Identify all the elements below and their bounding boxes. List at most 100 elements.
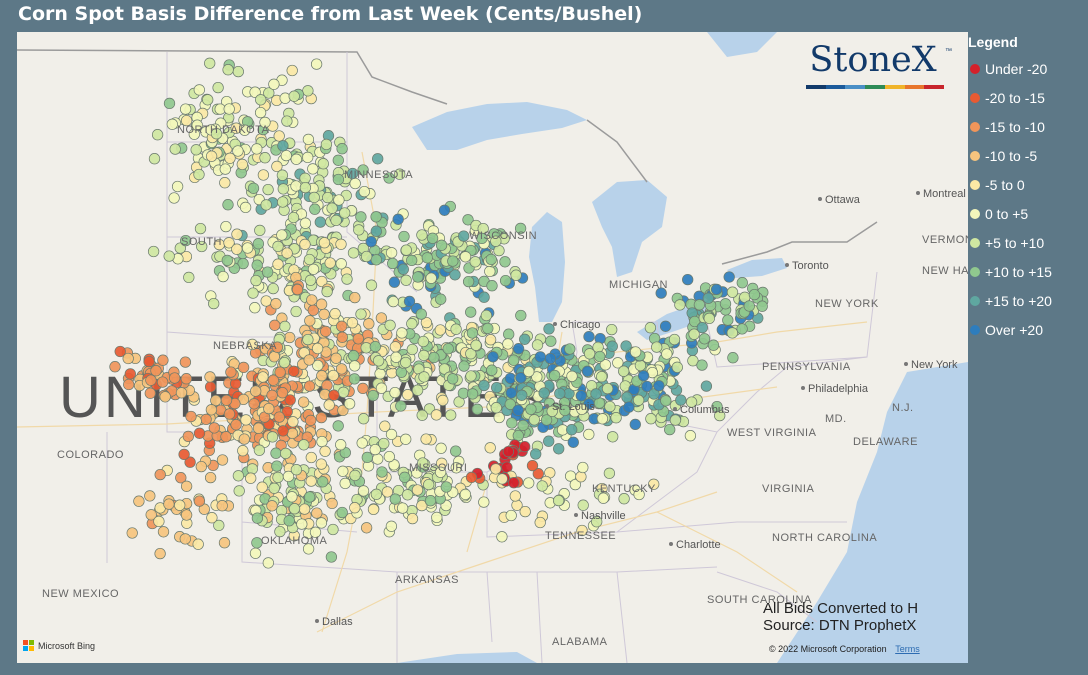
station-marker[interactable] bbox=[270, 447, 282, 459]
station-marker[interactable] bbox=[349, 502, 361, 514]
station-marker[interactable] bbox=[216, 454, 229, 466]
station-marker[interactable] bbox=[531, 371, 543, 383]
station-marker[interactable] bbox=[651, 341, 663, 353]
station-marker[interactable] bbox=[326, 497, 338, 510]
station-marker[interactable] bbox=[267, 374, 279, 386]
station-marker[interactable] bbox=[388, 276, 401, 288]
station-marker[interactable] bbox=[618, 365, 630, 377]
station-marker[interactable] bbox=[660, 395, 672, 407]
station-marker[interactable] bbox=[360, 522, 373, 534]
station-marker[interactable] bbox=[335, 439, 347, 451]
station-marker[interactable] bbox=[270, 298, 282, 310]
station-marker[interactable] bbox=[339, 477, 351, 490]
station-marker[interactable] bbox=[168, 192, 180, 204]
station-marker[interactable] bbox=[370, 254, 382, 266]
station-marker[interactable] bbox=[317, 158, 329, 170]
station-marker[interactable] bbox=[369, 443, 381, 456]
station-marker[interactable] bbox=[311, 507, 323, 519]
station-marker[interactable] bbox=[204, 57, 216, 69]
station-marker[interactable] bbox=[193, 84, 205, 96]
station-marker[interactable] bbox=[329, 308, 341, 320]
station-marker[interactable] bbox=[281, 247, 293, 259]
station-marker[interactable] bbox=[442, 343, 454, 355]
station-marker[interactable] bbox=[486, 280, 498, 292]
station-marker[interactable] bbox=[458, 360, 470, 372]
station-marker[interactable] bbox=[554, 387, 566, 400]
station-marker[interactable] bbox=[315, 517, 328, 529]
station-marker[interactable] bbox=[523, 477, 535, 489]
station-marker[interactable] bbox=[385, 247, 398, 259]
station-marker[interactable] bbox=[193, 427, 206, 439]
station-marker[interactable] bbox=[315, 411, 328, 424]
station-marker[interactable] bbox=[208, 422, 220, 434]
station-marker[interactable] bbox=[361, 451, 373, 464]
station-marker[interactable] bbox=[182, 430, 194, 443]
station-marker[interactable] bbox=[719, 298, 732, 310]
station-marker[interactable] bbox=[465, 306, 477, 318]
station-marker[interactable] bbox=[576, 403, 588, 415]
station-marker[interactable] bbox=[403, 295, 416, 308]
station-marker[interactable] bbox=[543, 323, 555, 335]
station-marker[interactable] bbox=[307, 263, 320, 275]
station-marker[interactable] bbox=[748, 288, 761, 301]
station-marker[interactable] bbox=[440, 481, 452, 493]
station-marker[interactable] bbox=[337, 404, 349, 417]
station-marker[interactable] bbox=[367, 503, 380, 516]
station-marker[interactable] bbox=[169, 143, 181, 155]
station-marker[interactable] bbox=[273, 411, 285, 423]
station-marker[interactable] bbox=[222, 199, 234, 211]
station-marker[interactable] bbox=[156, 376, 169, 388]
station-marker[interactable] bbox=[191, 119, 203, 131]
station-marker[interactable] bbox=[435, 239, 448, 251]
station-marker[interactable] bbox=[505, 387, 517, 399]
station-marker[interactable] bbox=[330, 352, 342, 364]
station-marker[interactable] bbox=[471, 403, 483, 415]
station-marker[interactable] bbox=[399, 471, 411, 483]
station-marker[interactable] bbox=[180, 480, 193, 492]
station-marker[interactable] bbox=[634, 359, 647, 372]
station-marker[interactable] bbox=[438, 363, 451, 375]
station-marker[interactable] bbox=[284, 331, 296, 344]
station-marker[interactable] bbox=[179, 356, 192, 368]
station-marker[interactable] bbox=[180, 114, 193, 127]
station-marker[interactable] bbox=[727, 352, 739, 364]
station-marker[interactable] bbox=[327, 523, 339, 536]
station-marker[interactable] bbox=[238, 433, 250, 445]
station-marker[interactable] bbox=[356, 437, 368, 449]
station-marker[interactable] bbox=[204, 471, 217, 484]
station-marker[interactable] bbox=[148, 153, 161, 165]
station-marker[interactable] bbox=[288, 503, 301, 515]
station-marker[interactable] bbox=[369, 340, 381, 353]
station-marker[interactable] bbox=[577, 499, 589, 511]
station-marker[interactable] bbox=[296, 518, 308, 530]
station-marker[interactable] bbox=[569, 478, 581, 491]
station-marker[interactable] bbox=[425, 272, 437, 284]
station-marker[interactable] bbox=[583, 348, 596, 360]
station-marker[interactable] bbox=[272, 471, 284, 484]
station-marker[interactable] bbox=[596, 371, 608, 383]
station-marker[interactable] bbox=[400, 274, 412, 286]
station-marker[interactable] bbox=[302, 85, 314, 97]
station-marker[interactable] bbox=[202, 94, 214, 106]
station-marker[interactable] bbox=[303, 354, 315, 366]
station-marker[interactable] bbox=[623, 401, 635, 413]
station-marker[interactable] bbox=[348, 373, 361, 385]
station-marker[interactable] bbox=[688, 328, 700, 340]
station-marker[interactable] bbox=[297, 396, 310, 408]
station-marker[interactable] bbox=[370, 225, 382, 237]
station-marker[interactable] bbox=[435, 442, 447, 454]
station-marker[interactable] bbox=[606, 340, 618, 352]
station-marker[interactable] bbox=[559, 404, 571, 417]
station-marker[interactable] bbox=[462, 214, 474, 226]
station-marker[interactable] bbox=[266, 431, 279, 443]
station-marker[interactable] bbox=[321, 285, 333, 298]
station-marker[interactable] bbox=[328, 389, 340, 401]
station-marker[interactable] bbox=[389, 341, 402, 353]
station-marker[interactable] bbox=[669, 414, 682, 426]
station-marker[interactable] bbox=[305, 451, 317, 464]
station-marker[interactable] bbox=[291, 283, 304, 296]
station-marker[interactable] bbox=[143, 355, 155, 368]
station-marker[interactable] bbox=[280, 447, 292, 460]
station-marker[interactable] bbox=[325, 551, 338, 563]
station-marker[interactable] bbox=[319, 445, 331, 457]
